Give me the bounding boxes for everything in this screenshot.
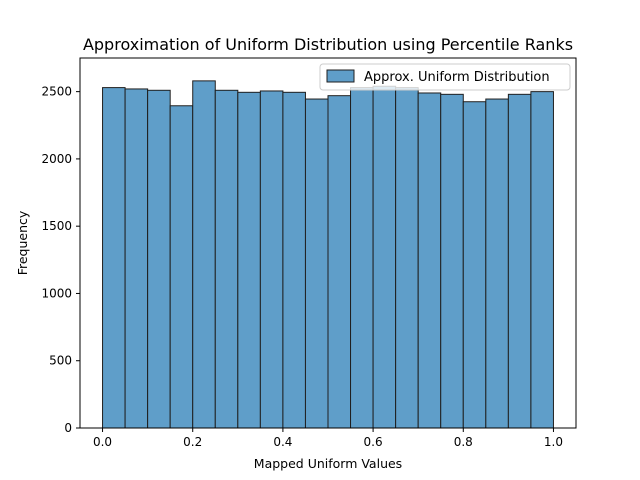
x-tick-label: 0.8	[454, 435, 473, 449]
histogram-bar	[304, 98, 329, 429]
x-tick-label: 1.0	[544, 435, 563, 449]
legend-box	[319, 63, 571, 91]
legend-label: Approx. Uniform Distribution	[364, 70, 550, 85]
y-axis-label: Frequency	[15, 210, 30, 275]
histogram-bar	[124, 88, 149, 429]
y-tick-label: 1000	[41, 286, 72, 300]
bars-group	[102, 80, 554, 429]
x-axis-label: Mapped Uniform Values	[254, 456, 402, 471]
x-tick-label: 0.6	[364, 435, 383, 449]
y-tick-label: 1500	[41, 219, 72, 233]
histogram-bar	[169, 105, 194, 429]
plot-frame	[79, 57, 577, 429]
y-tick-label: 0	[64, 421, 72, 435]
histogram-bar	[530, 91, 554, 429]
legend-swatch	[326, 69, 355, 83]
y-tick-label: 2500	[41, 85, 72, 99]
x-tick-label: 0.4	[273, 435, 292, 449]
histogram-bar	[507, 93, 532, 429]
histogram-bar	[417, 92, 442, 429]
histogram-bar	[237, 91, 261, 429]
x-tick-label: 0.2	[183, 435, 202, 449]
histogram-bar	[372, 85, 397, 429]
histogram-bar	[485, 98, 509, 429]
histogram-bar	[147, 89, 171, 429]
histogram-bar	[282, 91, 306, 429]
chart-title: Approximation of Uniform Distribution us…	[83, 35, 573, 54]
histogram-bar	[192, 80, 216, 429]
histogram-bar	[259, 90, 284, 429]
histogram-bar	[440, 93, 464, 429]
y-tick-label: 500	[49, 354, 72, 368]
legend: Approx. Uniform Distribution	[319, 63, 571, 91]
x-tick-label: 0.0	[93, 435, 112, 449]
y-ticks: 0 500 1000 1500 2000 2500	[41, 85, 80, 435]
histogram-bar	[462, 101, 487, 429]
histogram-bar	[395, 87, 419, 429]
histogram-bar	[350, 87, 374, 429]
histogram-bar	[214, 89, 239, 429]
x-ticks: 0.0 0.2 0.4 0.6 0.8 1.0	[93, 428, 563, 449]
histogram-bar	[327, 95, 352, 429]
histogram-bar	[102, 87, 126, 429]
y-tick-label: 2000	[41, 152, 72, 166]
